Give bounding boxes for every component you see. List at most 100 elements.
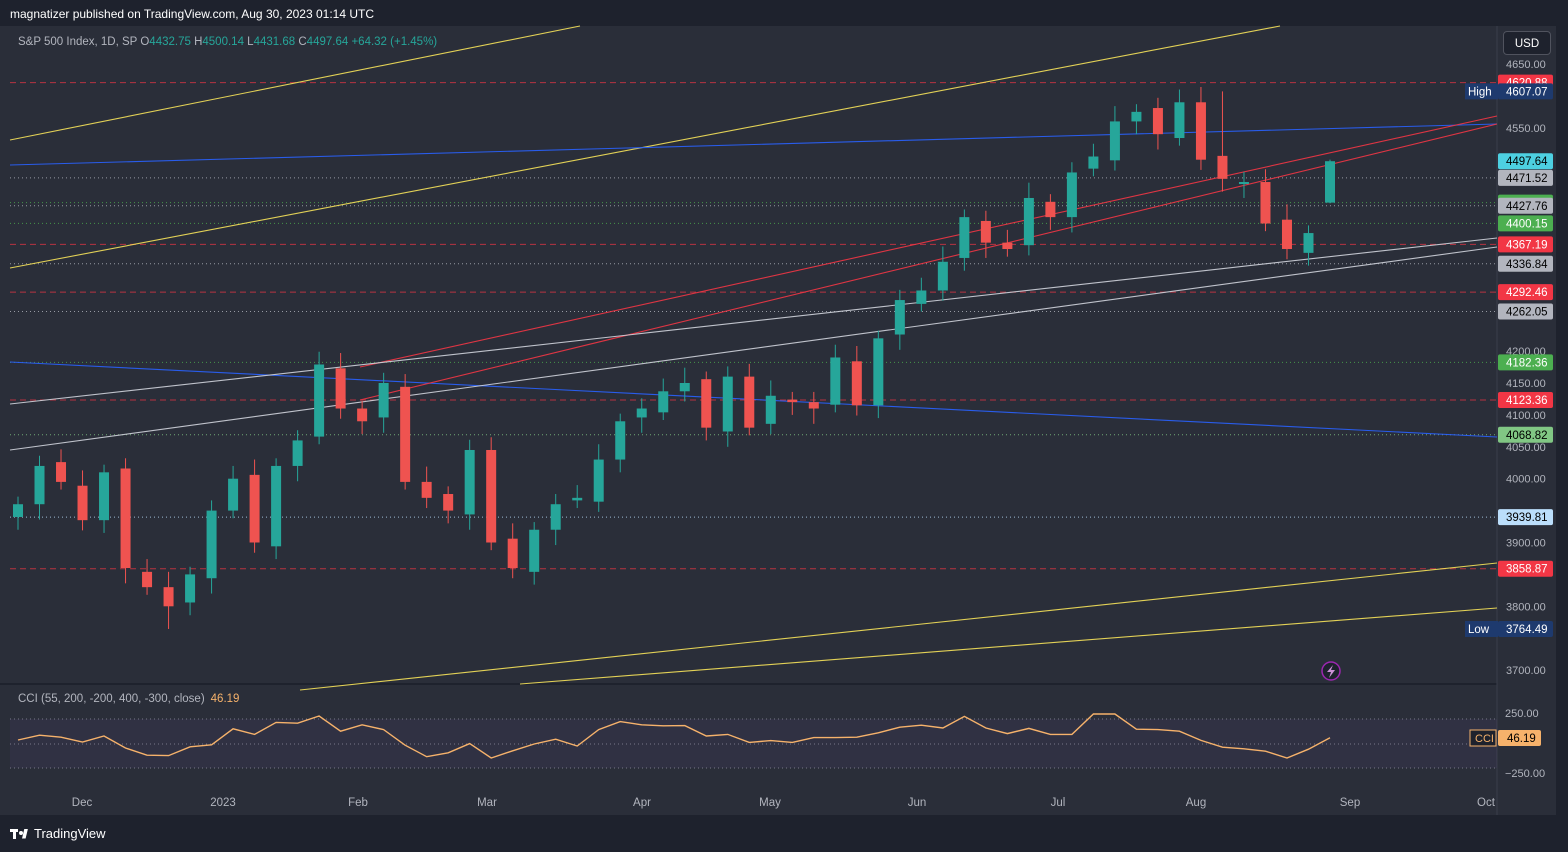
footer-bar — [0, 815, 1568, 852]
price-tag: 4182.36 — [1498, 354, 1553, 371]
time-axis-label: May — [759, 797, 781, 809]
price-tick-label: 4650.00 — [1506, 59, 1546, 71]
candle-body — [1045, 201, 1056, 218]
candle-body — [615, 421, 626, 460]
candle-body — [163, 587, 174, 607]
candle-body — [593, 459, 604, 502]
candle-body — [1217, 155, 1228, 179]
candle-body — [894, 300, 905, 335]
price-tag-prefix-bg — [1465, 83, 1498, 100]
price-tag-bg — [1498, 426, 1553, 443]
cci-legend-value: 46.19 — [210, 693, 240, 705]
time-axis-label: Dec — [72, 797, 93, 809]
price-tag-bg — [1498, 236, 1553, 253]
time-axis-label: Feb — [348, 797, 368, 809]
price-tag-bg — [1498, 215, 1553, 232]
cci-line — [17, 713, 1331, 759]
symbol-name: S&P 500 Index, 1D, SP — [18, 36, 138, 48]
tradingview-brand[interactable]: TradingView — [10, 826, 106, 841]
price-tag-label: 4292.46 — [1506, 287, 1548, 299]
candle-body — [636, 408, 647, 418]
candle-body — [830, 357, 841, 405]
price-tick-label: 4100.00 — [1506, 410, 1546, 422]
candle-body — [99, 472, 110, 521]
price-tag: 4471.52 — [1498, 169, 1553, 186]
lower-channel-line-2 — [519, 607, 1498, 685]
change-value: +64.32 (+1.45%) — [351, 36, 438, 48]
candle-body — [34, 465, 45, 505]
low-label: L — [247, 36, 254, 48]
price-tag: 4068.82 — [1498, 426, 1553, 443]
symbol-legend: S&P 500 Index, 1D, SP O4432.75 H4500.14 … — [18, 36, 437, 48]
candle-body — [937, 261, 948, 291]
time-axis-label: 2023 — [210, 797, 236, 809]
time-axis-label: Mar — [477, 797, 497, 809]
candle-body — [1325, 161, 1335, 203]
cci-tick-label: −250.00 — [1505, 768, 1545, 780]
cci-legend: CCI (55, 200, -200, 400, -300, close) 46.… — [18, 693, 239, 705]
publisher-text: magnatizer published on TradingView.com,… — [10, 7, 375, 21]
cci-value-tag-bg — [1498, 730, 1541, 746]
price-tag-bg — [1498, 83, 1553, 100]
candle-body — [529, 529, 540, 572]
candle-body — [314, 364, 325, 437]
price-tag-label: 3939.81 — [1506, 512, 1548, 524]
candle-body — [1260, 182, 1271, 224]
time-axis-label: Aug — [1186, 797, 1206, 809]
price-tag: 4292.46 — [1498, 284, 1553, 301]
candle-body — [1174, 102, 1185, 139]
candle-body — [980, 220, 991, 243]
candle-body — [357, 408, 368, 422]
price-tag-bg — [1498, 354, 1553, 371]
candle-body — [421, 481, 432, 498]
price-tick-label: 4050.00 — [1506, 442, 1546, 454]
price-tag-label: 4262.05 — [1506, 307, 1548, 319]
price-tag-label: 4497.64 — [1506, 156, 1548, 168]
lightning-icon — [1321, 661, 1341, 681]
candle-body — [1066, 172, 1077, 218]
high-value: 4500.14 — [202, 36, 244, 48]
price-tick-label: 4150.00 — [1506, 378, 1546, 390]
candle-body — [120, 468, 131, 569]
candle-body — [378, 383, 389, 418]
price-tag-label: 3858.87 — [1506, 564, 1548, 576]
price-tag-prefix: High — [1468, 86, 1492, 98]
price-tag-label: 4427.76 — [1506, 201, 1548, 213]
price-tag: 4497.64 — [1498, 153, 1553, 170]
cci-name-tag-bg — [1469, 729, 1497, 747]
currency-button[interactable]: USD — [1503, 31, 1551, 55]
candle-body — [658, 391, 669, 413]
price-tick-label: 3900.00 — [1506, 538, 1546, 550]
candle-body — [550, 504, 561, 530]
price-tag-bg — [1498, 255, 1553, 272]
price-tag: Low 3764.49 — [1465, 620, 1553, 637]
price-tag-label: 4471.52 — [1506, 173, 1548, 185]
price-tag-label: 4068.82 — [1506, 430, 1548, 442]
candle-body — [1281, 219, 1292, 250]
gray-trendline-1 — [9, 237, 1498, 405]
price-tag-bg — [1498, 620, 1553, 637]
cci-tick-label: 250.00 — [1505, 708, 1539, 720]
candle-body — [1303, 233, 1314, 253]
candle-body — [1109, 121, 1120, 161]
price-tick-label: 3700.00 — [1506, 665, 1546, 677]
price-tag-bg — [1498, 303, 1553, 320]
open-label: O — [140, 36, 150, 48]
candle-body — [959, 217, 970, 258]
price-tick-label: 4000.00 — [1506, 474, 1546, 486]
time-axis-label: Apr — [633, 797, 651, 809]
price-tag: 3939.81 — [1498, 509, 1553, 526]
candle-body — [572, 497, 583, 501]
candle-body — [1023, 197, 1034, 246]
price-tag-prefix-bg — [1465, 620, 1498, 637]
time-axis-label: Sep — [1340, 797, 1360, 809]
candle-body — [206, 510, 217, 579]
candle-body — [292, 440, 303, 466]
close-value: 4497.64 — [306, 36, 349, 48]
candle-body — [1152, 108, 1163, 135]
price-tag-bg — [1498, 509, 1553, 526]
price-tag-bg — [1498, 391, 1553, 408]
lightning-icon-bolt — [1327, 665, 1335, 678]
pane-separator — [0, 683, 1556, 685]
